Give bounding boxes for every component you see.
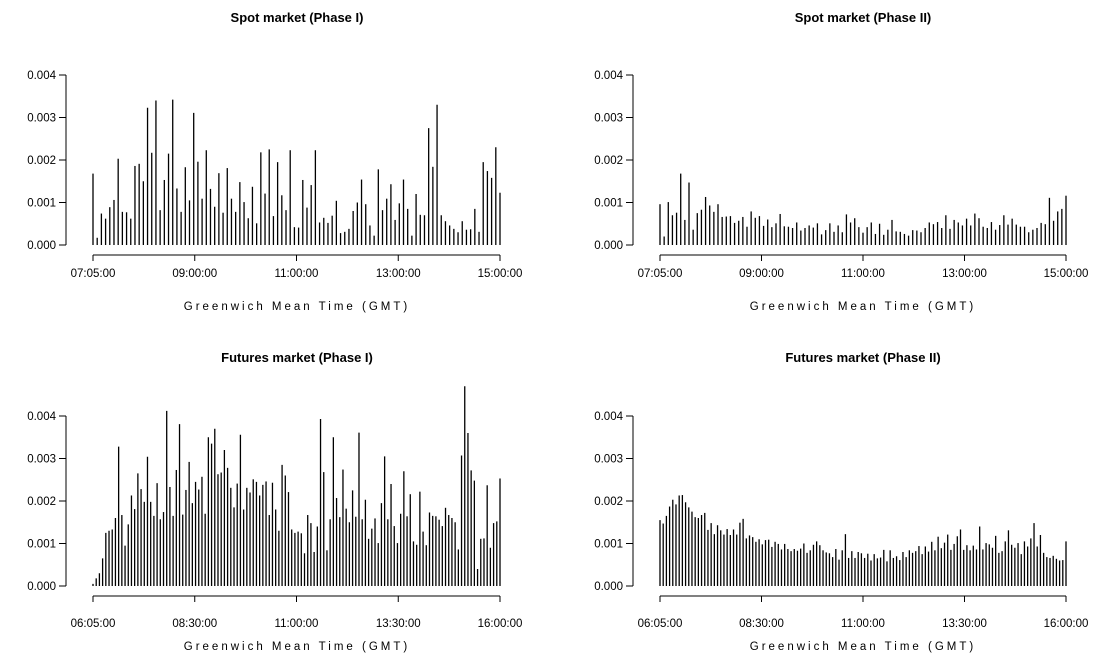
chart-panel-3: Futures market (Phase I) 0.000 0.001 0.002 0… [27, 350, 522, 653]
chart-title: Futures market (Phase II) [785, 350, 940, 365]
x-tick-label: 07:05:00 [71, 268, 116, 280]
x-tick-label: 09:00:00 [739, 268, 784, 280]
chart-panel-2: Spot market (Phase II) 0.000 0.001 0.002 0.0… [594, 10, 1088, 313]
x-tick-label: 13:00:00 [942, 268, 987, 280]
x-tick-label: 15:00:00 [1044, 268, 1089, 280]
y-tick-label: 0.000 [594, 240, 623, 252]
chart-title: Spot market (Phase I) [231, 10, 364, 25]
chart-title: Spot market (Phase II) [795, 10, 932, 25]
x-tick-label: 11:00:00 [841, 618, 885, 630]
x-tick-label: 11:00:00 [275, 618, 319, 630]
y-tick-label: 0.000 [594, 581, 623, 593]
chart-panel-1: Spot market (Phase I) 0.000 0.001 0.002 0.00… [27, 10, 522, 313]
x-tick-label: 11:00:00 [275, 268, 319, 280]
chart-panel-4: Futures market (Phase II) 0.000 0.001 0.002… [594, 350, 1088, 653]
x-tick-label: 06:05:00 [638, 618, 683, 630]
y-tick-label: 0.001 [594, 198, 623, 210]
x-axis-label: Greenwich Mean Time (GMT) [184, 641, 410, 653]
y-tick-label: 0.002 [27, 155, 56, 167]
y-tick-label: 0.001 [27, 198, 56, 210]
y-tick-label: 0.004 [27, 70, 56, 82]
x-tick-label: 06:05:00 [71, 618, 116, 630]
y-tick-label: 0.004 [594, 70, 623, 82]
x-tick-label: 13:00:00 [376, 268, 421, 280]
y-tick-label: 0.002 [594, 155, 623, 167]
x-tick-label: 07:05:00 [638, 268, 683, 280]
x-tick-label: 16:00:00 [1044, 618, 1089, 630]
x-axis-label: Greenwich Mean Time (GMT) [750, 641, 976, 653]
y-tick-label: 0.004 [27, 411, 56, 423]
x-tick-label: 08:30:00 [739, 618, 784, 630]
y-tick-label: 0.003 [594, 113, 623, 125]
y-tick-label: 0.003 [594, 454, 623, 466]
x-tick-label: 13:30:00 [376, 618, 421, 630]
x-tick-label: 13:30:00 [942, 618, 987, 630]
chart-title: Futures market (Phase I) [221, 350, 373, 365]
y-tick-label: 0.002 [27, 496, 56, 508]
x-tick-label: 08:30:00 [172, 618, 217, 630]
y-tick-label: 0.001 [594, 539, 623, 551]
y-tick-label: 0.000 [27, 581, 56, 593]
x-axis-label: Greenwich Mean Time (GMT) [750, 301, 976, 313]
y-tick-label: 0.003 [27, 454, 56, 466]
y-tick-label: 0.003 [27, 113, 56, 125]
y-tick-label: 0.000 [27, 240, 56, 252]
x-tick-label: 16:00:00 [478, 618, 523, 630]
x-tick-label: 15:00:00 [478, 268, 523, 280]
y-tick-label: 0.004 [594, 411, 623, 423]
y-tick-label: 0.001 [27, 539, 56, 551]
x-tick-label: 11:00:00 [841, 268, 885, 280]
y-tick-label: 0.002 [594, 496, 623, 508]
x-tick-label: 09:00:00 [172, 268, 217, 280]
x-axis-label: Greenwich Mean Time (GMT) [184, 301, 410, 313]
